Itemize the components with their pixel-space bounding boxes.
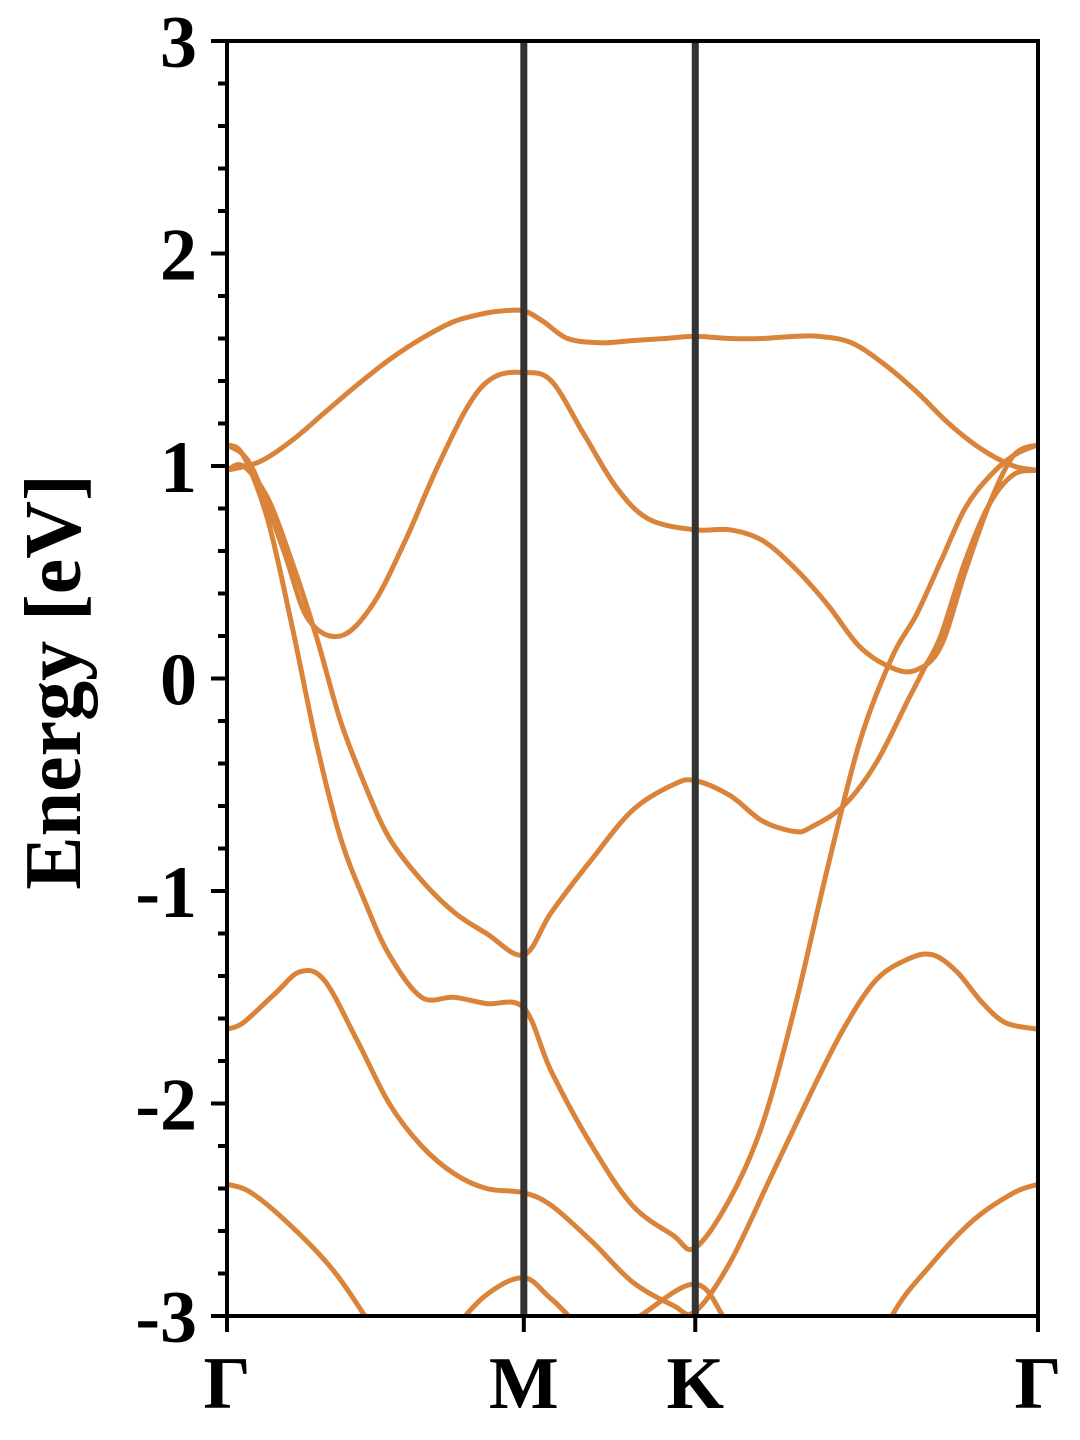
x-tick-label: Γ: [203, 1343, 250, 1425]
band-line-5: [227, 369, 1038, 675]
y-tick-label: 1: [160, 427, 197, 509]
y-tick-label: 0: [160, 640, 197, 722]
band-line-1: [227, 1181, 1038, 1316]
band-line-2: [227, 951, 1038, 1316]
y-tick-label: -2: [135, 1065, 197, 1147]
y-axis-label: Energy [eV]: [10, 474, 98, 889]
x-tick-label: Γ: [1014, 1343, 1061, 1425]
band-line-6: [227, 307, 1038, 473]
x-tick-label: K: [666, 1343, 724, 1425]
y-tick-label: 3: [160, 2, 197, 84]
x-tick-label: M: [489, 1343, 559, 1425]
high-symmetry-lines: [520, 41, 699, 1316]
band-line-3: [227, 442, 1038, 1253]
y-tick-label: 2: [160, 215, 197, 297]
band-lines: [227, 307, 1038, 1316]
tick-marks: [211, 39, 1040, 1332]
y-tick-label: -1: [135, 852, 197, 934]
band-line-4: [227, 462, 1038, 958]
y-tick-label: -3: [135, 1277, 197, 1359]
